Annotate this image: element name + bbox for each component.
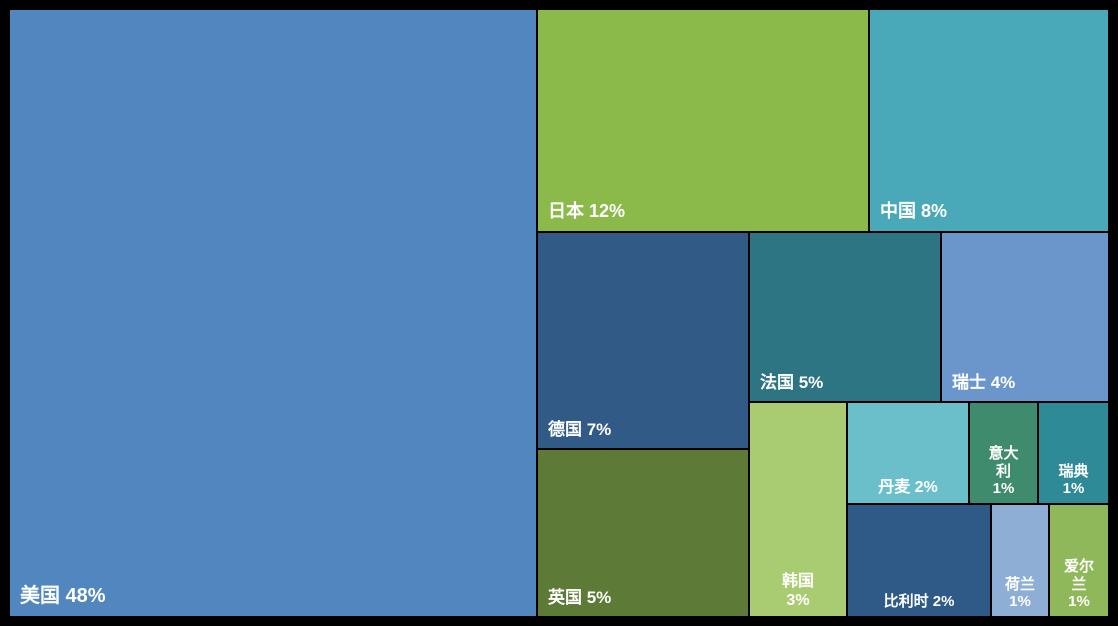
- treemap-cell-label: 德国 7%: [548, 415, 611, 440]
- treemap-cell-label: 瑞士 4%: [952, 368, 1015, 393]
- treemap-cell-se: 瑞典 1%: [1039, 403, 1108, 503]
- treemap-cell-us: 美国 48%: [10, 10, 536, 616]
- treemap-cell-gb: 英国 5%: [538, 450, 748, 616]
- treemap-cell-ie: 爱尔 兰 1%: [1050, 505, 1108, 616]
- treemap-cell-label: 英国 5%: [548, 583, 611, 608]
- treemap-cell-label: 日本 12%: [548, 197, 625, 223]
- treemap-frame: 美国 48% 日本 12% 中国 8% 德国 7% 法国 5% 瑞士 4% 英国 5% 韩国 …: [0, 0, 1118, 626]
- treemap-cell-fr: 法国 5%: [750, 233, 940, 401]
- treemap-cell-label: 韩国 3%: [782, 573, 814, 610]
- treemap-cell-de: 德国 7%: [538, 233, 748, 448]
- treemap-cell-cn: 中国 8%: [870, 10, 1108, 231]
- treemap-cell-dk: 丹麦 2%: [848, 403, 968, 503]
- treemap-cell-label: 法国 5%: [760, 368, 823, 393]
- treemap-cell-be: 比利时 2%: [848, 505, 990, 616]
- treemap-cell-label: 荷兰 1%: [1005, 576, 1035, 611]
- treemap-cell-label: 比利时 2%: [884, 593, 955, 610]
- treemap-cell-nl: 荷兰 1%: [992, 505, 1048, 616]
- treemap-cell-label: 爱尔 兰 1%: [1064, 558, 1094, 610]
- treemap-cell-label: 中国 8%: [880, 197, 947, 223]
- treemap-cell-label: 瑞典 1%: [1058, 463, 1088, 498]
- treemap-chart: 美国 48% 日本 12% 中国 8% 德国 7% 法国 5% 瑞士 4% 英国 5% 韩国 …: [10, 10, 1108, 616]
- treemap-cell-label: 美国 48%: [20, 579, 106, 608]
- treemap-cell-label: 意大 利 1%: [988, 445, 1018, 497]
- treemap-cell-ch: 瑞士 4%: [942, 233, 1108, 401]
- treemap-cell-kr: 韩国 3%: [750, 403, 846, 616]
- treemap-cell-label: 丹麦 2%: [878, 479, 938, 497]
- treemap-cell-jp: 日本 12%: [538, 10, 868, 231]
- treemap-cell-it: 意大 利 1%: [970, 403, 1037, 503]
